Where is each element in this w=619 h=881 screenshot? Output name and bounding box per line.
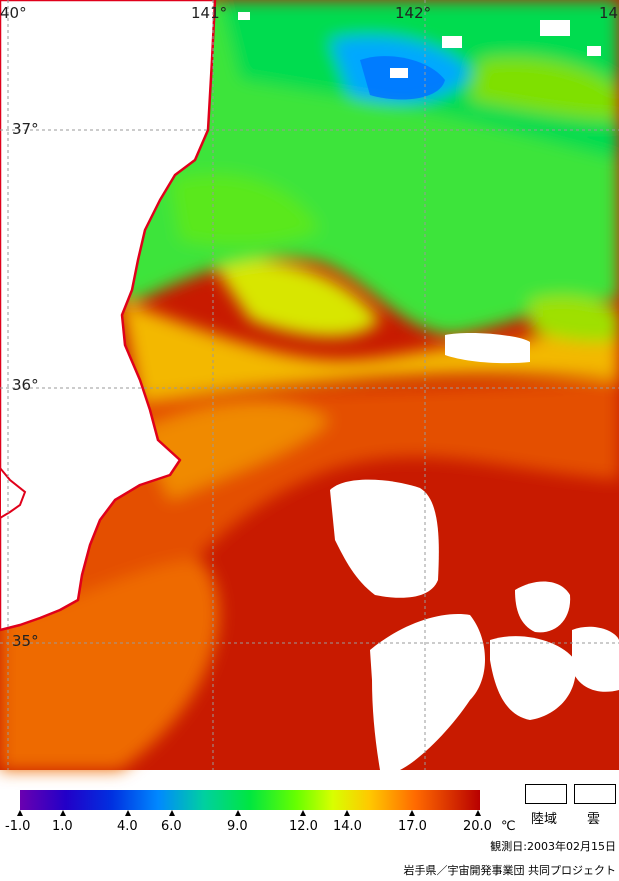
tick-14: 14.0 (333, 819, 362, 834)
tick-20: 20.0 (463, 819, 492, 834)
tick-6: 6.0 (161, 819, 182, 834)
land-legend-box (525, 784, 567, 804)
lat-label-35: 35° (12, 632, 39, 650)
tick-12: 12.0 (289, 819, 318, 834)
colorbar (20, 790, 480, 810)
cloud-areas (238, 12, 619, 770)
lat-label-37: 37° (12, 120, 39, 138)
land-area (0, 0, 217, 632)
unit-label: ℃ (501, 819, 516, 834)
tick-4: 4.0 (117, 819, 138, 834)
tick-9: 9.0 (227, 819, 248, 834)
graticule (0, 0, 619, 770)
lat-label-36: 36° (12, 376, 39, 394)
lon-label-142: 142° (395, 4, 431, 22)
tick-neg1: -1.0 (5, 819, 30, 834)
credit-line: 岩手県／宇宙開発事業団 共同プロジェクト (403, 864, 617, 877)
tick-1: 1.0 (52, 819, 73, 834)
observation-date: 観測日:2003年02月15日 (490, 840, 616, 853)
land-legend-label: 陸域 (531, 812, 558, 827)
cloud-legend-label: 雲 (587, 812, 601, 827)
island (0, 466, 27, 520)
lon-label-143: 14 (599, 4, 618, 22)
lon-label-140: 40° (0, 4, 27, 22)
cloud-legend-box (574, 784, 616, 804)
lon-label-141: 141° (191, 4, 227, 22)
tick-17: 17.0 (398, 819, 427, 834)
colorbar-ticks (17, 810, 481, 816)
